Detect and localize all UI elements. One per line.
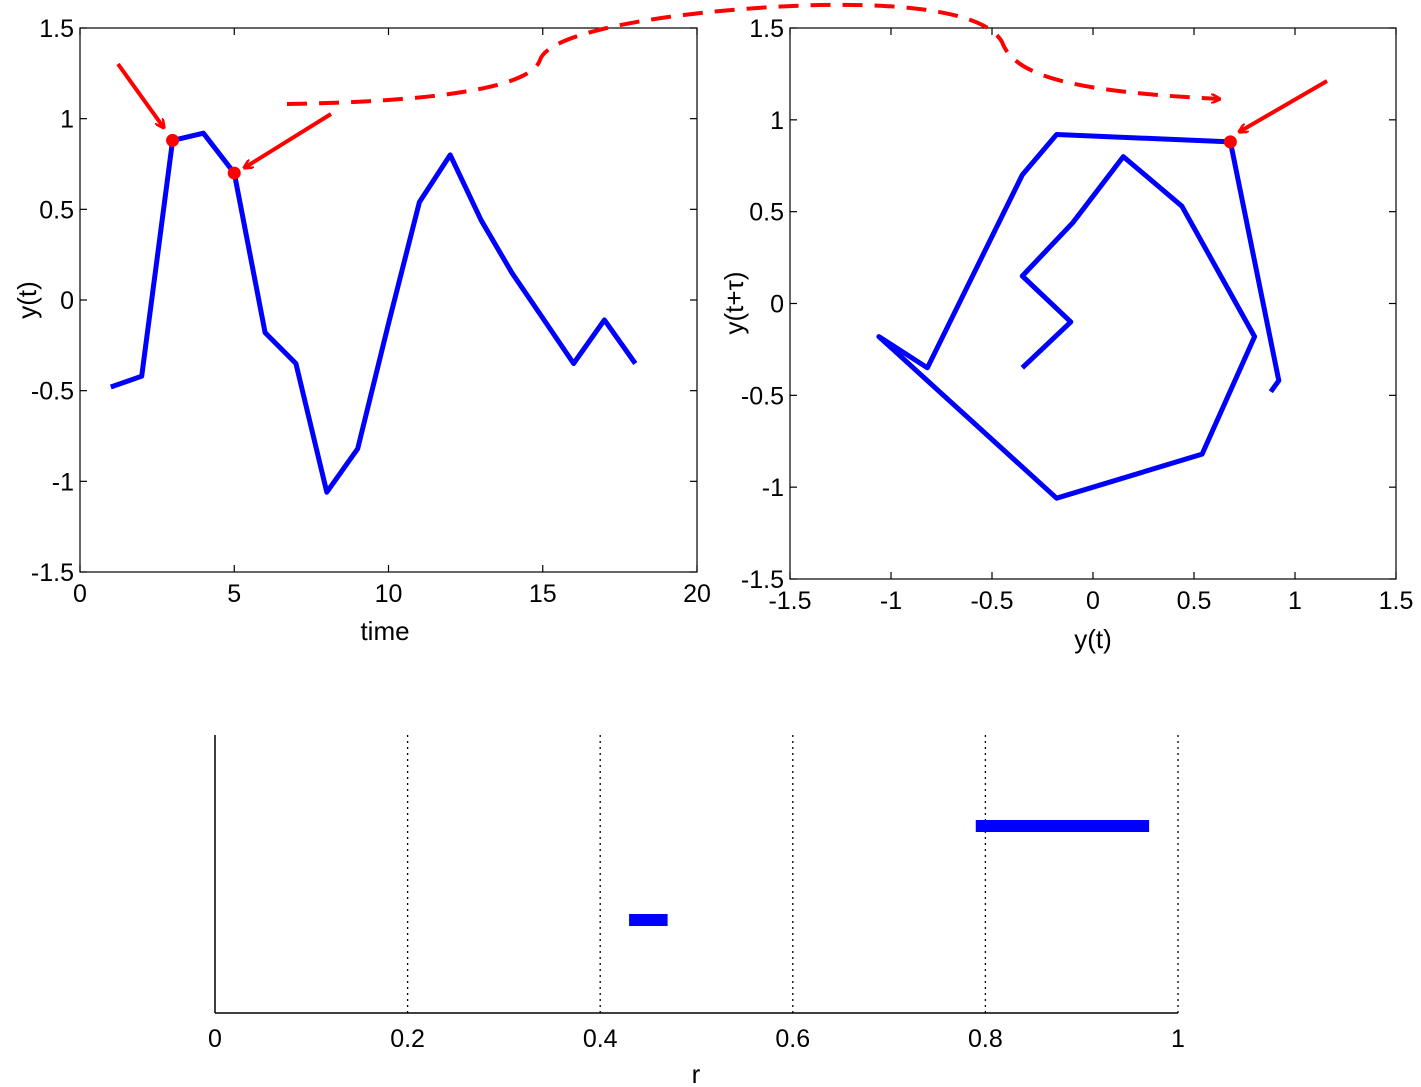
timeseries-panel: 0 5 10 15 20 -1.5 -1 -0.5 0 0.5 1 1.5 time y(t) [12, 15, 711, 646]
recurrence-marks [629, 820, 1150, 926]
recurrence-interval-bar [975, 820, 1150, 832]
phase-marks [876, 132, 1282, 501]
timeseries-xlabel: time [360, 616, 409, 646]
timeseries-ticks: 0 5 10 15 20 -1.5 -1 -0.5 0 0.5 1 1.5 [31, 15, 711, 608]
timeseries-series-line [109, 130, 638, 495]
timeseries-xtick-label: 10 [375, 580, 403, 608]
phase-xtick-label: -0.5 [970, 587, 1013, 615]
timeseries-xtick-label: 0 [73, 580, 87, 608]
arrow-to-phase-point [1239, 79, 1329, 132]
recurrence-xtick-label: 0.8 [968, 1025, 1003, 1053]
timeseries-highlight-point [166, 133, 180, 147]
timeseries-highlight-point [227, 166, 241, 180]
timeseries-ytick-label: -1 [52, 468, 74, 496]
phase-ytick-label: 0 [770, 291, 784, 319]
timeseries-xtick-label: 5 [227, 580, 241, 608]
phase-ticks: -1.5 -1 -0.5 0 0.5 1 1.5 -1.5 -1 -0.5 0 0.5 1 1.5 [741, 15, 1413, 615]
phase-xtick-label: 0.5 [1177, 587, 1212, 615]
phase-ytick-label: 1 [770, 107, 784, 135]
phase-ytick-label: -0.5 [741, 382, 784, 410]
timeseries-ytick-label: 0 [60, 287, 74, 315]
phase-xtick-label: -1 [880, 587, 902, 615]
phase-ytick-label: -1.5 [741, 566, 784, 594]
phase-ytick-label: 0.5 [749, 199, 784, 227]
phase-panel: -1.5 -1 -0.5 0 0.5 1 1.5 -1.5 -1 -0.5 0 0.5 1 1.5 y(t… [719, 15, 1413, 654]
timeseries-marks [109, 130, 638, 495]
recurrence-xtick-label: 1 [1171, 1025, 1185, 1053]
timeseries-axes-box [79, 27, 698, 573]
recurrence-xlabel: r [692, 1059, 701, 1087]
recurrence-xtick-label: 0 [208, 1025, 222, 1053]
timeseries-ytick-label: 1 [60, 106, 74, 134]
recurrence-interval-bar [629, 914, 668, 926]
recurrence-xtick-label: 0.2 [390, 1025, 425, 1053]
phase-xtick-label: 1.5 [1379, 587, 1414, 615]
timeseries-xtick-label: 15 [529, 580, 557, 608]
phase-highlight-point [1223, 135, 1237, 149]
phase-ytick-label: 1.5 [749, 15, 784, 43]
recurrence-panel: 0 0.2 0.4 0.6 0.8 1 r [208, 735, 1185, 1087]
recurrence-xtick-label: 0.4 [583, 1025, 618, 1053]
timeseries-ylabel: y(t) [12, 281, 42, 319]
arrow-to-point-2 [244, 112, 333, 168]
phase-ytick-label: -1 [762, 474, 784, 502]
timeseries-xtick-label: 20 [683, 580, 711, 608]
phase-xtick-label: -1.5 [768, 587, 811, 615]
timeseries-ytick-label: -1.5 [31, 559, 74, 587]
phase-xlabel: y(t) [1074, 624, 1112, 654]
phase-series-line [876, 132, 1282, 501]
dashed-connector [286, 2, 1220, 106]
recurrence-grid [406, 735, 1179, 1013]
timeseries-ytick-label: -0.5 [31, 378, 74, 406]
phase-xtick-label: 0 [1086, 587, 1100, 615]
arrow-to-point-1 [116, 62, 164, 128]
recurrence-ticks: 0 0.2 0.4 0.6 0.8 1 [208, 1025, 1185, 1053]
phase-xtick-label: 1 [1288, 587, 1302, 615]
phase-axes-box [789, 27, 1397, 580]
timeseries-ytick-label: 1.5 [39, 15, 74, 43]
recurrence-xtick-label: 0.6 [775, 1025, 810, 1053]
phase-ylabel: y(t+τ) [719, 272, 749, 335]
timeseries-ytick-label: 0.5 [39, 196, 74, 224]
annotations [116, 2, 1329, 168]
